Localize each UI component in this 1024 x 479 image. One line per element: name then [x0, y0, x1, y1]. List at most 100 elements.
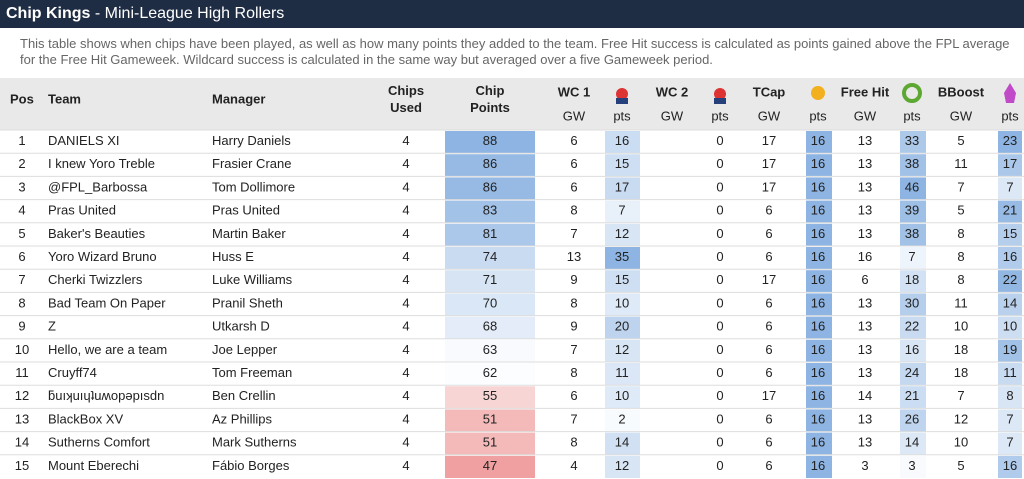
- cell-bg: [445, 247, 535, 270]
- cell: 7: [908, 249, 915, 264]
- cell: 7: [18, 272, 25, 287]
- cell-bg: [704, 363, 737, 386]
- cell: 14: [858, 388, 872, 403]
- cell: 18: [954, 342, 968, 357]
- cell: Martin Baker: [212, 226, 286, 241]
- cell-bg: [998, 363, 1022, 386]
- cell: 7: [618, 203, 625, 218]
- cell: 13: [567, 249, 581, 264]
- cell: 4: [402, 435, 409, 450]
- cell: 7: [957, 388, 964, 403]
- sub-header: pts: [711, 108, 729, 123]
- cell-bg: [806, 270, 832, 293]
- cell: 22: [905, 319, 919, 334]
- cell: BlackBox XV: [48, 411, 123, 426]
- column-header: Chips Used: [388, 83, 424, 115]
- sub-header: GW: [758, 108, 781, 123]
- cell: 13: [858, 156, 872, 171]
- cell: 8: [957, 249, 964, 264]
- cell-bg: [704, 293, 737, 316]
- cell-bg: [900, 223, 926, 246]
- cell-bg: [445, 363, 535, 386]
- cell: 16: [615, 133, 629, 148]
- sub-header: GW: [563, 108, 586, 123]
- cell: 6: [765, 342, 772, 357]
- cell: 4: [402, 249, 409, 264]
- cell: Mount Eberechi: [48, 458, 139, 473]
- cell: 7: [570, 342, 577, 357]
- cell: 4: [402, 133, 409, 148]
- cell-bg: [704, 223, 737, 246]
- cell-bg: [704, 200, 737, 223]
- cell: 8: [570, 295, 577, 310]
- cell-bg: [998, 293, 1022, 316]
- cell-bg: [445, 154, 535, 177]
- cell: Sutherns Comfort: [48, 435, 150, 450]
- cell-bg: [998, 247, 1022, 270]
- cell: 5: [957, 458, 964, 473]
- cell: 16: [811, 203, 825, 218]
- cell: 6: [765, 319, 772, 334]
- cell: 13: [858, 365, 872, 380]
- cell: 38: [905, 226, 919, 241]
- cell: 17: [762, 272, 776, 287]
- cell: 6: [765, 435, 772, 450]
- cell: 4: [18, 203, 25, 218]
- cell-bg: [900, 177, 926, 200]
- cell: 11: [615, 365, 629, 380]
- cell-bg: [605, 154, 640, 177]
- cell: 13: [858, 226, 872, 241]
- cell-bg: [445, 386, 535, 409]
- cell: 6: [765, 249, 772, 264]
- cell: 21: [1003, 203, 1017, 218]
- cell: 13: [858, 203, 872, 218]
- cell-bg: [605, 131, 640, 154]
- cell-bg: [900, 339, 926, 362]
- cell-bg: [900, 386, 926, 409]
- cell: 13: [858, 133, 872, 148]
- cell: 1: [18, 133, 25, 148]
- cell: 8: [570, 203, 577, 218]
- cell: 4: [402, 226, 409, 241]
- cell: 4: [402, 156, 409, 171]
- cell-bg: [806, 455, 832, 478]
- subtitle: - Mini-League High Rollers: [94, 5, 285, 22]
- cell-bg: [998, 270, 1022, 293]
- cell: 83: [483, 203, 497, 218]
- cell: Luke Williams: [212, 272, 293, 287]
- cell: 46: [905, 179, 919, 194]
- cell: 12: [954, 411, 968, 426]
- cell: 30: [905, 295, 919, 310]
- cell: 16: [811, 295, 825, 310]
- cell: 55: [483, 388, 497, 403]
- cell-bg: [900, 131, 926, 154]
- cell: 13: [858, 411, 872, 426]
- cell: Harry Daniels: [212, 133, 291, 148]
- cell: 2: [618, 411, 625, 426]
- cell: 13: [15, 411, 29, 426]
- cell-bg: [445, 316, 535, 339]
- cell: 17: [762, 133, 776, 148]
- cell: 17: [762, 179, 776, 194]
- cell-bg: [605, 386, 640, 409]
- sub-header: pts: [903, 108, 921, 123]
- cell: 81: [483, 226, 497, 241]
- cell-bg: [806, 154, 832, 177]
- cell: 71: [483, 272, 497, 287]
- cell: 16: [811, 458, 825, 473]
- cell: 18: [905, 272, 919, 287]
- cell: 4: [402, 342, 409, 357]
- cell-bg: [704, 432, 737, 455]
- cell-bg: [605, 339, 640, 362]
- cell: 26: [905, 411, 919, 426]
- cell-bg: [900, 409, 926, 432]
- cell: 5: [18, 226, 25, 241]
- cell: 62: [483, 365, 497, 380]
- cell: 13: [858, 435, 872, 450]
- cell: 8: [1006, 388, 1013, 403]
- cell-bg: [704, 455, 737, 478]
- cell-bg: [998, 455, 1022, 478]
- cell: 4: [402, 388, 409, 403]
- cell-bg: [998, 177, 1022, 200]
- cell: 0: [716, 435, 723, 450]
